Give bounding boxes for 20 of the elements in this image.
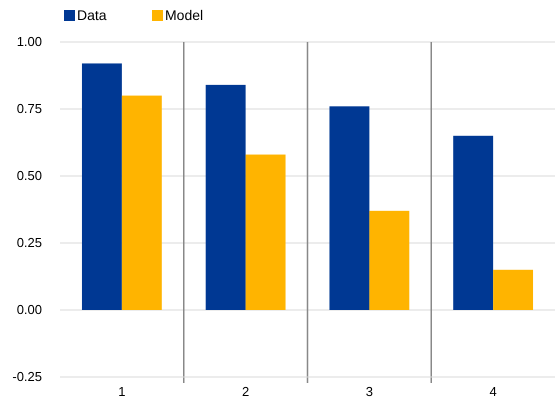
- bar: [206, 84, 246, 310]
- bar: [369, 210, 410, 310]
- legend-label: Model: [165, 7, 204, 23]
- x-tick-label: 3: [366, 384, 373, 400]
- x-tick-label: 1: [118, 384, 126, 400]
- bar: [453, 136, 494, 310]
- y-tick-label: -0.25: [12, 369, 42, 384]
- x-tick-label: 2: [242, 384, 250, 400]
- y-tick-label: 0.75: [16, 101, 42, 116]
- bar: [122, 96, 162, 310]
- x-tick-label: 4: [490, 384, 497, 400]
- legend-label: Data: [77, 7, 107, 23]
- bar: [82, 63, 122, 310]
- y-tick-label: 0.00: [16, 302, 42, 318]
- y-tick-label: 0.50: [16, 168, 42, 184]
- y-tick-label: 1.00: [16, 34, 42, 50]
- bar: [329, 106, 370, 310]
- bar: [246, 154, 286, 310]
- bar: [493, 270, 534, 310]
- y-tick-label: 0.25: [16, 235, 42, 250]
